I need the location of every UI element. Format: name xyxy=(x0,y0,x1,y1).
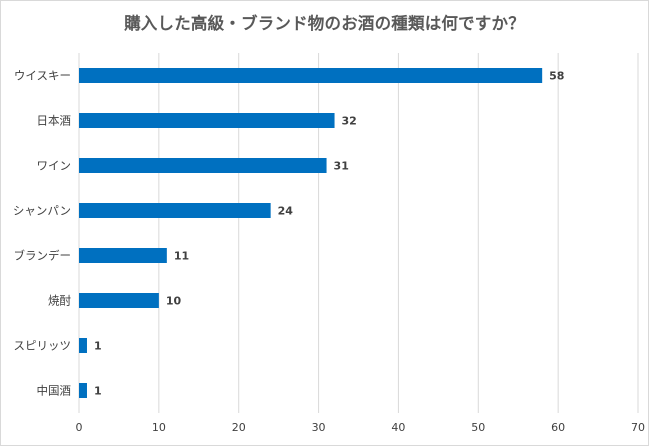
category-label: スピリッツ xyxy=(14,339,72,353)
category-label: ウイスキー xyxy=(14,69,71,83)
x-tick-label: 70 xyxy=(631,421,645,434)
bar xyxy=(79,338,87,353)
bar xyxy=(79,68,543,83)
category-label: ブランデー xyxy=(14,249,72,263)
bars xyxy=(79,68,543,398)
data-label: 31 xyxy=(334,160,349,173)
bar xyxy=(79,203,271,218)
bar xyxy=(79,113,335,128)
bar xyxy=(79,293,159,308)
x-tick-label: 0 xyxy=(76,421,83,434)
data-label: 24 xyxy=(278,205,294,218)
category-label: 中国酒 xyxy=(37,384,72,398)
x-tick-label: 60 xyxy=(551,421,565,434)
data-label: 11 xyxy=(174,250,189,263)
category-label: ワイン xyxy=(37,159,72,173)
chart-title: 購入した高級・ブランド物のお酒の種類は何ですか？ xyxy=(124,14,525,33)
data-label: 58 xyxy=(549,70,564,83)
bar xyxy=(79,158,327,173)
category-label: 日本酒 xyxy=(37,114,72,128)
x-axis-ticks: 0 10 20 30 40 50 60 70 xyxy=(76,421,646,434)
bar xyxy=(79,248,167,263)
x-tick-label: 10 xyxy=(152,421,166,434)
x-tick-label: 20 xyxy=(232,421,246,434)
category-label: シャンパン xyxy=(13,204,71,218)
data-label: 32 xyxy=(342,115,357,128)
x-tick-label: 40 xyxy=(391,421,405,434)
category-label: 焼酎 xyxy=(48,294,71,308)
x-tick-label: 50 xyxy=(471,421,485,434)
data-label: 10 xyxy=(166,295,182,308)
gridlines xyxy=(78,53,639,413)
data-label: 1 xyxy=(94,385,102,398)
data-label: 1 xyxy=(94,340,102,353)
x-tick-label: 30 xyxy=(312,421,326,434)
bar xyxy=(79,383,87,398)
